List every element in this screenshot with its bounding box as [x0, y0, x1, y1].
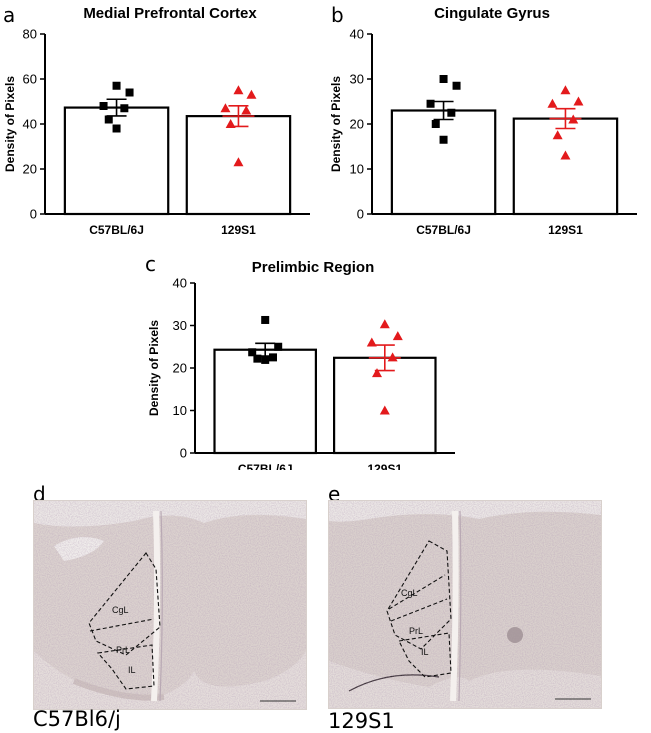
- x-tick-label: 129S1: [548, 223, 583, 237]
- x-tick-label: C57BL/6J: [416, 223, 471, 237]
- panel-letter-a: a: [3, 3, 16, 27]
- y-axis-label: Density of Pixels: [329, 76, 343, 172]
- region-label-cgl-d: CgL: [112, 605, 129, 615]
- panel-letter-c: c: [145, 252, 156, 276]
- data-point-square: [261, 355, 270, 364]
- data-point-triangle: [233, 157, 244, 167]
- micrograph-caption-c57: C57Bl6/j: [33, 707, 121, 731]
- micrograph-caption-129s1: 129S1: [328, 709, 395, 733]
- region-label-il-e: IL: [421, 647, 429, 657]
- y-axis-label: Density of Pixels: [3, 76, 17, 172]
- x-tick-label: C57BL/6J: [89, 223, 144, 237]
- y-tick-label: 40: [350, 27, 364, 42]
- data-point-square: [439, 75, 448, 83]
- bar-129s1: [333, 356, 437, 455]
- bar-c57bl6j: [390, 109, 497, 216]
- chart-title: Prelimbic Region: [252, 259, 375, 276]
- data-point-triangle: [568, 114, 579, 124]
- y-tick-label: 60: [23, 72, 37, 87]
- data-point-square: [431, 120, 440, 128]
- data-point-square: [112, 81, 121, 90]
- data-point-triangle: [387, 352, 398, 362]
- charts-canvas: Medial Prefrontal Cortex Density of Pixel…: [3, 5, 637, 470]
- y-tick-label: 0: [30, 207, 37, 222]
- chart-a: Medial Prefrontal Cortex Density of Pixel…: [3, 5, 310, 237]
- y-tick-label: 30: [173, 318, 187, 333]
- data-point-triangle: [560, 85, 571, 95]
- data-point-triangle: [241, 105, 252, 115]
- data-point-square: [269, 353, 277, 362]
- micrograph-129s1: CgL PrL IL: [328, 500, 602, 709]
- data-point-square: [112, 124, 121, 133]
- x-tick-label: C57BL/6J: [238, 462, 293, 470]
- bar-129s1: [512, 117, 619, 216]
- data-point-square: [452, 81, 461, 90]
- y-tick-label: 40: [173, 276, 187, 291]
- y-tick-label: 20: [350, 117, 364, 132]
- region-label-cgl-e: CgL: [401, 588, 418, 598]
- y-tick-label: 20: [173, 361, 187, 376]
- y-tick-label: 0: [357, 207, 364, 222]
- y-tick-label: 80: [23, 27, 37, 42]
- data-point-triangle: [233, 85, 244, 95]
- data-point-square: [274, 342, 283, 351]
- data-point-square: [439, 135, 448, 144]
- data-point-square: [253, 354, 262, 363]
- data-point-square: [261, 315, 270, 324]
- region-label-prl-d: PrL: [116, 645, 130, 655]
- data-point-square: [99, 102, 108, 110]
- data-point-triangle: [547, 98, 558, 108]
- y-tick-label: 20: [23, 162, 37, 177]
- x-tick-label: 129S1: [221, 223, 256, 237]
- data-point-square: [104, 115, 113, 124]
- brain-section-c57: CgL PrL IL: [34, 501, 306, 709]
- y-axis-label: Density of Pixels: [147, 320, 161, 416]
- region-label-il-d: IL: [128, 665, 136, 675]
- y-tick-label: 30: [350, 72, 364, 87]
- bar-c57bl6j: [63, 106, 170, 216]
- data-point-triangle: [220, 103, 231, 113]
- data-point-square: [125, 88, 134, 97]
- y-tick-label: 0: [180, 446, 187, 461]
- chart-title: Cingulate Gyrus: [434, 5, 550, 22]
- data-point-triangle: [225, 119, 236, 128]
- data-point-square: [426, 99, 435, 108]
- data-point-triangle: [366, 337, 377, 347]
- brain-section-129s1: CgL PrL IL: [329, 501, 601, 708]
- y-tick-label: 40: [23, 117, 37, 132]
- x-tick-label: 129S1: [367, 462, 402, 470]
- y-tick-label: 10: [350, 162, 364, 177]
- data-point-square: [447, 108, 456, 117]
- y-tick-label: 10: [173, 403, 187, 418]
- data-point-triangle: [573, 96, 584, 106]
- panel-letter-b: b: [331, 3, 344, 27]
- data-point-triangle: [552, 130, 563, 140]
- chart-c: Prelimbic Region Density of Pixels 0 10 20 30…: [147, 259, 455, 470]
- bar-c57bl6j: [213, 348, 318, 455]
- data-point-square: [120, 104, 129, 113]
- data-point-square: [248, 348, 257, 357]
- data-point-triangle: [372, 368, 382, 378]
- region-label-prl-e: PrL: [409, 626, 423, 636]
- data-point-triangle: [560, 150, 571, 160]
- data-point-triangle: [379, 405, 390, 415]
- micrograph-c57: CgL PrL IL: [33, 500, 307, 710]
- chart-title: Medial Prefrontal Cortex: [83, 5, 257, 22]
- data-point-triangle: [392, 331, 403, 341]
- data-point-triangle: [379, 319, 390, 329]
- chart-b: Cingulate Gyrus Density of Pixels 0 10 20 30 4…: [329, 5, 637, 237]
- data-point-triangle: [246, 89, 257, 99]
